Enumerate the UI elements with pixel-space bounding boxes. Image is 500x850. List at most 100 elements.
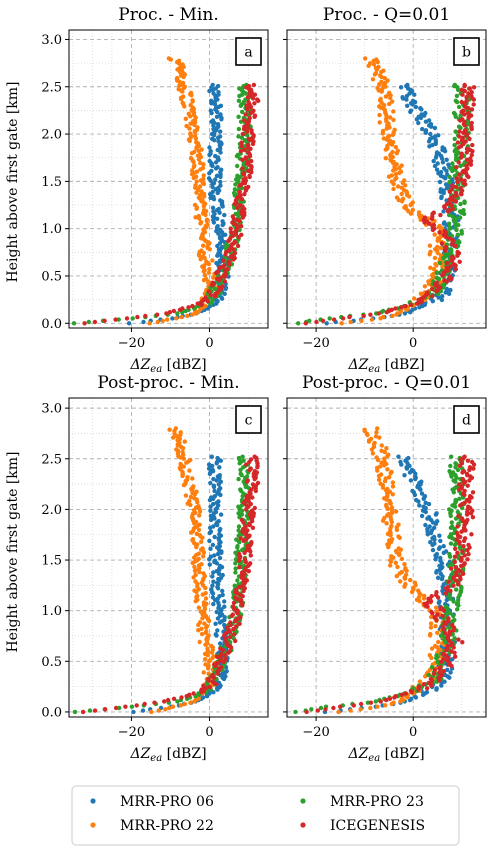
data-point <box>188 131 193 136</box>
data-point <box>377 435 382 440</box>
data-point <box>347 314 352 320</box>
data-point <box>197 639 202 645</box>
data-point <box>427 524 432 529</box>
data-point <box>424 686 430 691</box>
data-point <box>459 99 464 105</box>
data-point <box>200 165 206 171</box>
data-point <box>211 570 216 575</box>
data-point <box>448 287 453 293</box>
data-point <box>215 122 221 127</box>
data-point <box>437 533 442 538</box>
data-point <box>456 222 461 228</box>
data-point <box>185 313 190 319</box>
data-point <box>237 621 242 626</box>
legend-marker <box>300 822 306 828</box>
data-point <box>446 609 451 615</box>
data-point <box>399 696 405 701</box>
data-point <box>239 570 245 575</box>
data-point <box>226 259 231 264</box>
data-point <box>388 558 393 563</box>
data-point <box>450 622 455 628</box>
data-point <box>236 476 241 482</box>
data-point <box>197 522 202 527</box>
data-point <box>230 612 235 617</box>
y-tick-label: 2.5 <box>41 80 62 95</box>
data-point <box>447 225 452 230</box>
y-tick-label: 2.0 <box>41 128 62 143</box>
data-point <box>442 254 448 260</box>
data-point <box>405 82 410 88</box>
data-point <box>431 158 436 164</box>
data-point <box>180 449 185 455</box>
data-point <box>247 115 252 121</box>
data-point <box>395 184 401 189</box>
data-point <box>431 222 437 228</box>
data-point <box>425 600 430 605</box>
data-point <box>200 546 205 551</box>
data-point <box>249 540 254 545</box>
data-point <box>462 199 467 204</box>
data-point <box>435 244 440 250</box>
data-point <box>450 194 456 199</box>
data-point <box>178 444 184 449</box>
data-point <box>446 200 452 205</box>
data-point <box>416 114 421 120</box>
panel-letter-box <box>235 405 262 434</box>
data-point <box>375 426 380 431</box>
data-point <box>218 112 223 117</box>
data-point <box>201 670 206 675</box>
data-point <box>440 145 445 150</box>
data-point <box>436 133 441 138</box>
data-point <box>181 456 186 461</box>
data-point <box>188 457 193 463</box>
data-point <box>214 654 220 659</box>
data-point <box>435 630 440 635</box>
data-point <box>459 529 464 534</box>
data-point <box>416 120 421 126</box>
data-point <box>423 110 428 116</box>
data-point <box>389 469 394 475</box>
data-point <box>377 464 383 469</box>
data-point <box>309 707 314 712</box>
data-point <box>420 126 425 132</box>
data-point <box>225 625 230 630</box>
data-point <box>227 649 232 654</box>
data-point <box>426 118 432 123</box>
data-point <box>210 280 215 285</box>
data-point <box>398 85 404 90</box>
data-point <box>244 129 250 134</box>
data-point <box>183 116 188 122</box>
data-point <box>432 232 437 237</box>
data-point <box>445 644 450 649</box>
data-point <box>454 227 459 233</box>
data-point <box>248 561 253 566</box>
data-point <box>218 103 224 109</box>
data-point <box>318 705 324 711</box>
data-point <box>232 583 237 588</box>
data-point <box>408 688 414 694</box>
data-point <box>207 266 212 272</box>
data-point <box>184 123 189 129</box>
legend-marker <box>300 798 306 804</box>
data-point <box>456 124 462 129</box>
data-point <box>176 58 182 63</box>
data-point <box>422 593 427 599</box>
data-point <box>252 454 257 459</box>
x-tick-label: 0 <box>205 336 213 351</box>
data-point <box>416 588 421 593</box>
data-point <box>207 145 212 150</box>
data-point <box>448 670 453 675</box>
data-point <box>173 426 178 431</box>
data-point <box>429 609 434 615</box>
data-point <box>214 276 220 282</box>
data-point <box>442 166 447 171</box>
data-point <box>448 541 454 546</box>
data-point <box>368 312 373 317</box>
data-point <box>193 579 198 584</box>
data-point <box>181 94 186 99</box>
data-point <box>239 232 244 237</box>
data-point <box>430 286 435 292</box>
data-point <box>462 82 467 88</box>
data-point <box>442 228 447 234</box>
